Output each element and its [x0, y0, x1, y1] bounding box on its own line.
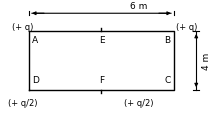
- Text: (+ q): (+ q): [176, 23, 198, 32]
- Text: B: B: [165, 36, 171, 45]
- Text: C: C: [164, 75, 171, 84]
- Text: 4 m: 4 m: [202, 52, 211, 70]
- Text: 6 m: 6 m: [130, 2, 147, 11]
- Text: F: F: [99, 75, 104, 84]
- Text: E: E: [99, 36, 104, 45]
- Text: (+ q/2): (+ q/2): [8, 98, 37, 107]
- Text: A: A: [32, 36, 38, 45]
- Text: D: D: [32, 75, 39, 84]
- Text: (+ q): (+ q): [12, 23, 34, 32]
- Text: (+ q/2): (+ q/2): [124, 98, 153, 107]
